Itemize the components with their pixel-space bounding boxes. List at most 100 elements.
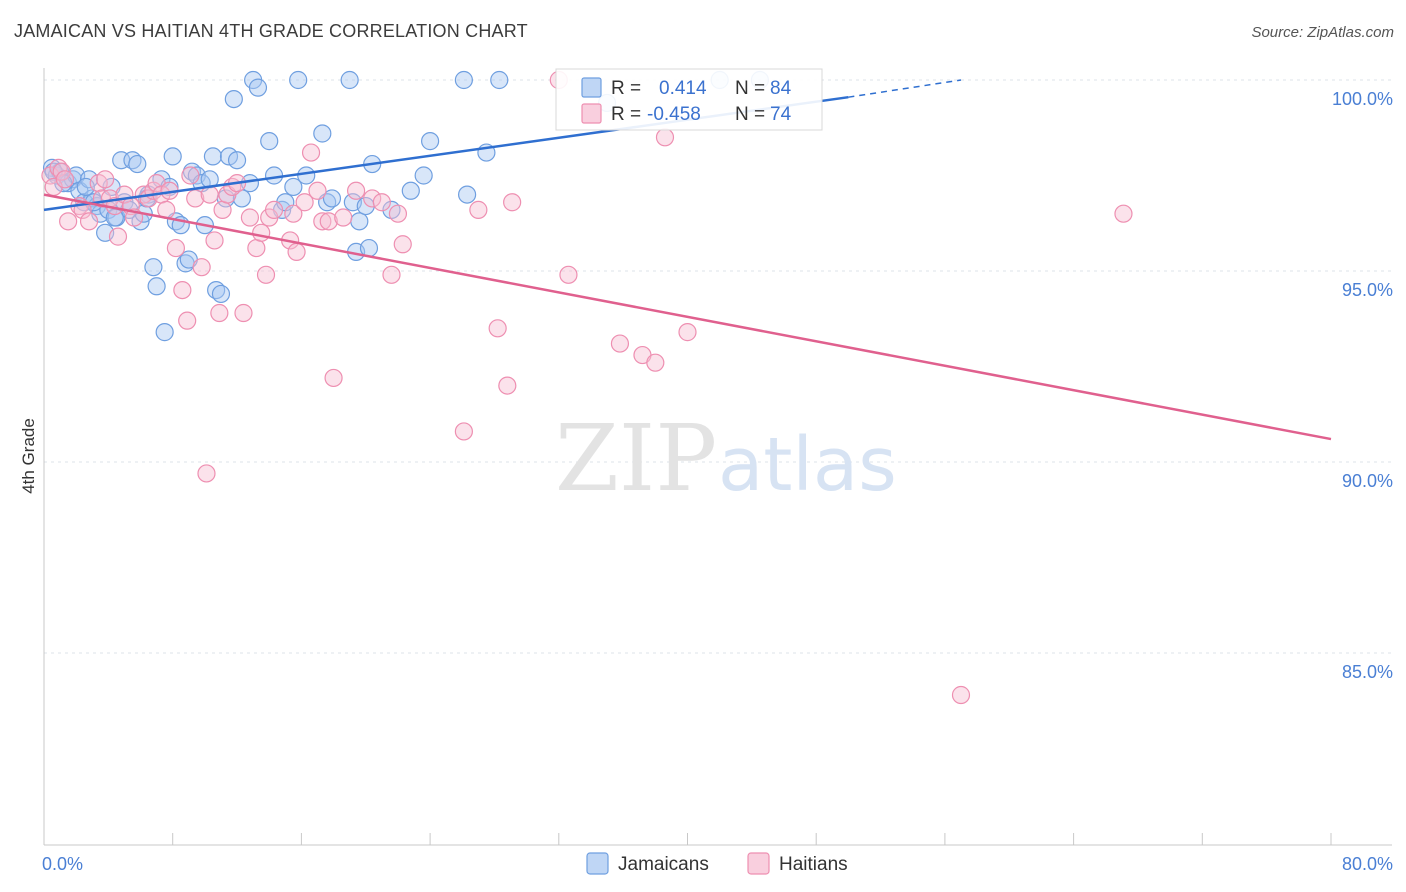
y-tick-label: 90.0% <box>1342 471 1393 491</box>
haitians-point <box>264 200 284 219</box>
stats-n-label-haitians: N = <box>735 104 765 125</box>
haitians-point <box>319 212 338 231</box>
haitians-point <box>247 238 266 258</box>
haitians-point <box>372 193 391 212</box>
stats-r-value-haitians: -0.458 <box>647 104 701 125</box>
haitians-point <box>646 353 665 372</box>
jamaicans-point <box>248 78 268 97</box>
haitians-point <box>252 223 271 242</box>
haitians-point <box>240 208 260 227</box>
jamaicans-trend-extension <box>848 79 962 98</box>
jamaicans-point <box>260 132 279 151</box>
haitians-point <box>488 319 507 338</box>
haitians-point <box>213 200 232 219</box>
haitians-point <box>655 128 675 147</box>
haitians-point <box>610 334 630 353</box>
watermark-atlas: atlas <box>718 422 897 508</box>
jamaicans-point <box>313 124 332 143</box>
jamaicans-point <box>284 177 303 197</box>
legend-label-haitians: Haitians <box>779 854 848 875</box>
jamaicans-point <box>163 147 182 166</box>
haitians-point <box>234 303 253 323</box>
jamaicans-point <box>227 151 247 170</box>
haitians-point <box>951 685 971 705</box>
jamaicans-point <box>458 185 477 204</box>
watermark: ZIP atlas <box>555 405 897 512</box>
jamaicans-point <box>350 212 369 231</box>
stats-r-label-haitians: R = <box>611 104 641 125</box>
y-tick-labels: 100.0% 95.0% 90.0% 85.0% <box>1332 89 1393 682</box>
haitians-point <box>178 311 197 330</box>
haitians-point <box>346 181 366 200</box>
jamaicans-point <box>289 70 308 90</box>
jamaicans-point <box>454 70 473 90</box>
y-axis-title: 4th Grade <box>19 418 38 494</box>
stats-swatch-haitians <box>581 103 602 124</box>
chart-title: JAMAICAN VS HAITIAN 4TH GRADE CORRELATIO… <box>14 21 528 41</box>
x-tick-labels: 0.0% 80.0% <box>42 854 1393 874</box>
haitians-point <box>308 181 327 200</box>
haitians-point <box>79 212 99 231</box>
haitians-point <box>313 212 332 231</box>
jamaicans-point <box>322 189 342 208</box>
haitians-point <box>295 193 314 212</box>
stats-swatch-jamaicans <box>581 77 602 98</box>
haitians-point <box>96 170 115 189</box>
haitians-point <box>388 204 408 223</box>
jamaicans-point <box>224 89 243 109</box>
x-tick-label: 0.0% <box>42 854 83 874</box>
haitians-point <box>108 227 128 246</box>
haitians-point <box>210 303 229 323</box>
haitians-point <box>559 265 578 284</box>
stats-r-label-jamaicans: R = <box>611 78 641 99</box>
axes <box>43 68 1392 846</box>
jamaicans-point <box>490 70 509 90</box>
jamaicans-point <box>264 166 284 185</box>
jamaicans-point <box>147 277 166 296</box>
haitians-point <box>173 281 192 300</box>
legend: Jamaicans Haitians <box>586 852 848 875</box>
haitians-point <box>1114 204 1133 223</box>
y-tick-label: 95.0% <box>1342 280 1393 300</box>
watermark-zip: ZIP <box>555 405 717 512</box>
haitians-point <box>181 166 200 185</box>
trend-lines <box>43 79 1332 441</box>
jamaicans-point <box>401 181 420 200</box>
jamaicans-point <box>340 70 359 90</box>
jamaicans-point <box>144 258 163 277</box>
source-label: Source: ZipAtlas.com <box>1251 24 1394 41</box>
legend-label-jamaicans: Jamaicans <box>618 854 709 875</box>
haitians-point <box>192 258 211 277</box>
haitians-point <box>284 204 303 223</box>
stats-r-value-jamaicans: 0.414 <box>659 78 707 99</box>
stats-n-label-jamaicans: N = <box>735 78 765 99</box>
haitians-point <box>393 235 412 254</box>
jamaicans-point <box>297 166 316 185</box>
haitians-point <box>382 265 401 284</box>
haitians-point <box>363 189 382 208</box>
haitians-point <box>324 368 343 388</box>
haitians-point <box>469 200 488 219</box>
haitians-point <box>59 212 78 231</box>
haitians-point <box>55 170 75 189</box>
jamaicans-point <box>414 166 433 185</box>
jamaicans-point <box>155 323 174 342</box>
haitians-point <box>334 208 353 227</box>
jamaicans-point <box>128 154 147 174</box>
haitians-trend-line <box>43 193 1332 441</box>
haitians-point <box>197 464 216 483</box>
haitians-point <box>454 422 473 441</box>
stats-n-value-jamaicans: 84 <box>770 78 792 99</box>
legend-swatch-jamaicans <box>586 852 609 875</box>
haitians-point <box>287 242 306 261</box>
y-tick-label: 100.0% <box>1332 89 1393 109</box>
gridlines <box>44 79 1392 654</box>
stats-box: R = 0.414 N = 84 R = -0.458 N = 74 <box>555 68 823 131</box>
haitians-point <box>301 143 321 162</box>
stats-n-value-haitians: 74 <box>770 104 792 125</box>
legend-swatch-haitians <box>747 852 770 875</box>
jamaicans-point <box>421 132 440 151</box>
x-tick-label: 80.0% <box>1342 854 1393 874</box>
haitians-point <box>678 323 697 342</box>
